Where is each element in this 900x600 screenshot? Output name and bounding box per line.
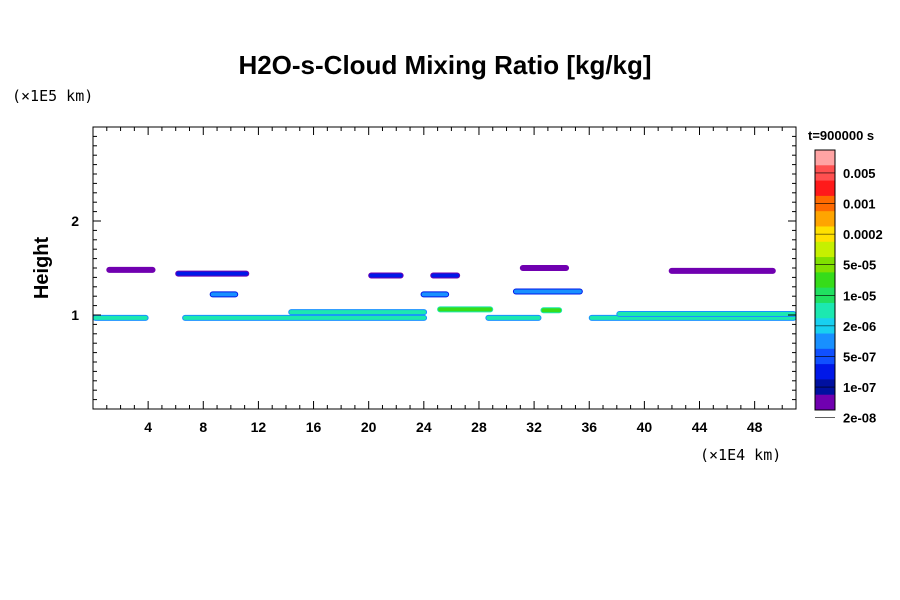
time-label: t=900000 s [808, 128, 874, 143]
colorbar-swatch [815, 180, 835, 197]
x-tick-label: 44 [692, 419, 708, 435]
colorbar-swatch [815, 241, 835, 258]
colorbar-frame [814, 149, 836, 411]
plot-area [92, 265, 797, 321]
cloud-band [288, 309, 428, 316]
cloud-band [485, 314, 542, 321]
colorbar-label: 1e-05 [843, 288, 876, 303]
y-axis-label: Height [31, 237, 53, 300]
colorbar-swatch [815, 364, 835, 380]
cloud-band [540, 307, 563, 314]
cloud-band [209, 291, 239, 298]
cloud-band [519, 265, 570, 271]
x-axis: 4 8 12 16 20 24 28 32 36 40 44 48 [106, 127, 783, 435]
colorbar-swatch [815, 211, 835, 227]
colorbar-label: 2e-06 [843, 319, 876, 334]
cloud-band [437, 306, 494, 313]
x-tick-label: 8 [199, 419, 207, 435]
x-tick-label: 20 [361, 419, 377, 435]
colorbar-label: 0.0002 [843, 227, 883, 242]
colorbar-label: 5e-07 [843, 349, 876, 364]
x-tick-label: 4 [144, 419, 152, 435]
cloud-band [512, 288, 583, 295]
chart-title: H2O-s-Cloud Mixing Ratio [kg/kg] [238, 50, 651, 80]
x-tick-label: 40 [637, 419, 653, 435]
x-tick-label: 28 [471, 419, 487, 435]
cloud-band [430, 272, 461, 279]
cloud-band [92, 314, 149, 321]
y-axis: 12 [71, 135, 796, 401]
x-tick-label: 16 [306, 419, 322, 435]
colorbar-label: 5e-05 [843, 258, 876, 273]
cloud-band [616, 311, 797, 318]
x-tick-label: 32 [526, 419, 542, 435]
cloud-band [668, 267, 776, 274]
cloud-band [175, 270, 250, 277]
y-tick-label: 2 [71, 213, 79, 229]
colorbar-label: 2e-08 [843, 411, 876, 426]
colorbar-label: 1e-07 [843, 380, 876, 395]
colorbar: 0.005 0.001 0.0002 5e-05 1e-05 2e-06 5e-07 1e-0… [814, 149, 883, 426]
cloud-band [182, 314, 428, 321]
colorbar-swatch [815, 302, 835, 319]
y-tick-label: 1 [71, 307, 79, 323]
x-tick-label: 48 [747, 419, 763, 435]
x-tick-label: 36 [581, 419, 597, 435]
cloud-band [368, 272, 404, 279]
colorbar-swatch [815, 272, 835, 289]
x-axis-unit: (×1E4 km) [700, 446, 781, 464]
colorbar-label: 0.005 [843, 166, 876, 181]
cloud-band [420, 291, 450, 298]
y-axis-unit: (×1E5 km) [12, 87, 93, 105]
colorbar-label: 0.001 [843, 197, 876, 212]
x-tick-label: 24 [416, 419, 432, 435]
x-tick-label: 12 [251, 419, 267, 435]
cloud-band [106, 266, 156, 273]
colorbar-swatch [815, 150, 835, 166]
colorbar-swatch [815, 333, 835, 350]
colorbar-swatch [815, 394, 835, 411]
